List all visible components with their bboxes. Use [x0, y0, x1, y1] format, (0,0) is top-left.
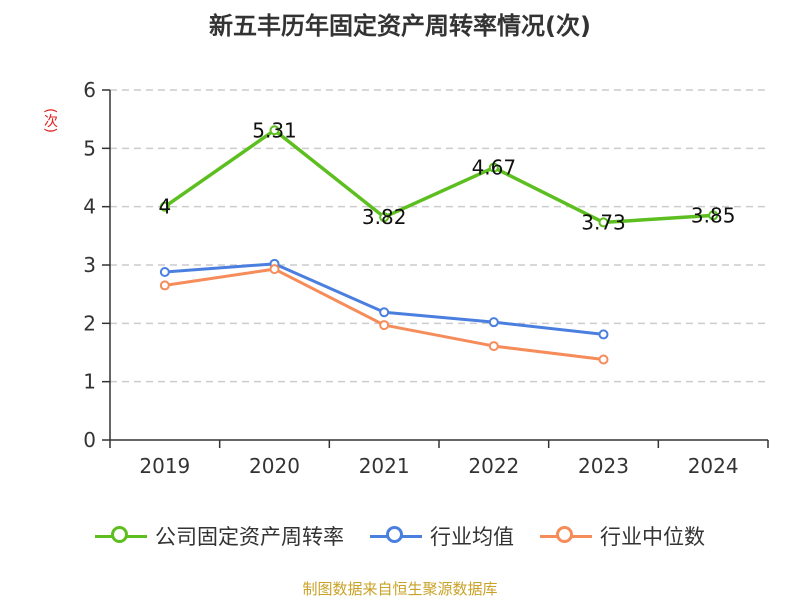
legend-label: 公司固定资产周转率: [155, 525, 344, 549]
source-note: 制图数据来自恒生聚源数据库: [302, 580, 498, 598]
data-point: [159, 280, 170, 291]
data-point: [159, 201, 170, 212]
legend-label: 行业中位数: [600, 525, 705, 549]
axes: 0 1 2 3 4 5 6 2019 2020 2021 2022 2023 2024: [83, 78, 769, 478]
data-label: 5.31: [252, 118, 297, 142]
legend-item[interactable]: 公司固定资产周转率: [95, 521, 344, 551]
series-group: [159, 125, 719, 365]
grid-lines: [110, 89, 768, 383]
data-point: [269, 264, 280, 275]
y-tick-label: 0: [83, 428, 96, 452]
data-point: [488, 317, 499, 328]
data-point: [379, 307, 390, 318]
y-tick-label: 1: [83, 370, 96, 394]
y-tick-label: 5: [83, 136, 96, 160]
legend: 公司固定资产周转率 行业均值 行业中位数: [0, 518, 800, 554]
x-tick-label: 2021: [359, 454, 410, 478]
data-point: [708, 210, 719, 221]
data-point: [379, 320, 390, 331]
chart-title: 新五丰历年固定资产周转率情况(次): [209, 12, 591, 40]
x-tick-label: 2023: [578, 454, 629, 478]
legend-item[interactable]: 行业中位数: [540, 521, 705, 551]
y-tick-label: 2: [83, 311, 96, 335]
legend-marker-icon: [95, 525, 147, 547]
y-tick-label: 3: [83, 253, 96, 277]
data-point: [598, 217, 609, 228]
data-labels: 4 5.31 3.82 4.67 3.73 3.85: [158, 118, 735, 234]
x-tick-label: 2024: [688, 454, 739, 478]
legend-dot: [111, 526, 128, 543]
data-label: 4: [158, 195, 171, 219]
legend-item[interactable]: 行业均值: [370, 521, 514, 551]
y-tick-label: 6: [83, 78, 96, 102]
y-axis-label: (次): [42, 108, 58, 133]
data-label: 3.85: [691, 203, 736, 227]
legend-marker-icon: [370, 525, 422, 547]
data-point: [598, 354, 609, 365]
y-tick-label: 4: [83, 195, 96, 219]
legend-dot: [556, 526, 573, 543]
x-tick-label: 2022: [468, 454, 519, 478]
legend-marker-icon: [540, 525, 592, 547]
data-point: [379, 212, 390, 223]
x-tick-label: 2019: [139, 454, 190, 478]
legend-dot: [386, 526, 403, 543]
series-line: [163, 128, 714, 225]
legend-label: 行业均值: [430, 525, 514, 549]
data-point: [488, 341, 499, 352]
data-label: 3.73: [581, 210, 626, 234]
data-label: 3.82: [362, 205, 407, 229]
x-tick-label: 2020: [249, 454, 300, 478]
data-point: [598, 329, 609, 340]
data-label: 4.67: [472, 156, 517, 180]
data-point: [269, 125, 280, 136]
data-point: [159, 267, 170, 277]
data-point: [488, 162, 499, 173]
